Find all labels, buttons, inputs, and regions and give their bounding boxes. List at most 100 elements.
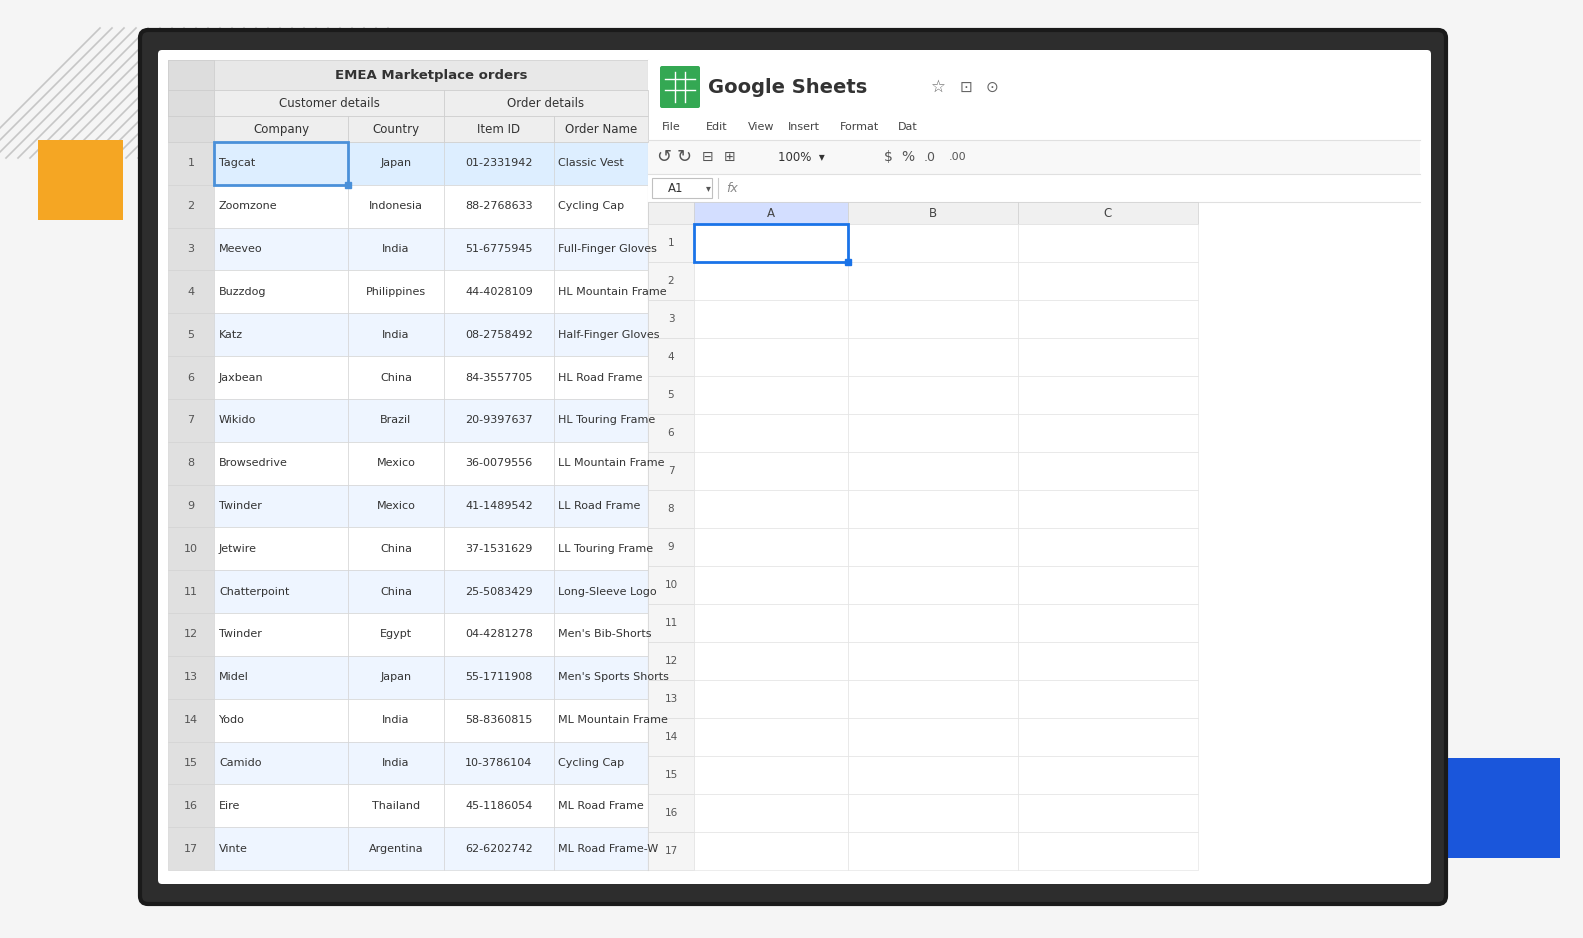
Bar <box>848 452 1018 490</box>
Text: Country: Country <box>372 123 419 135</box>
Bar <box>647 680 693 718</box>
Text: Japan: Japan <box>380 159 412 169</box>
Text: 100%  ▾: 100% ▾ <box>777 150 825 163</box>
Bar <box>214 527 348 570</box>
Bar <box>693 452 848 490</box>
Bar <box>214 442 348 485</box>
Text: 20-9397637: 20-9397637 <box>465 416 533 425</box>
Text: ☆: ☆ <box>931 78 945 96</box>
Text: 41-1489542: 41-1489542 <box>465 501 533 511</box>
Bar <box>168 185 214 228</box>
Bar <box>443 313 554 356</box>
Text: 14: 14 <box>184 715 198 725</box>
Bar <box>848 376 1018 414</box>
Bar <box>1018 680 1198 718</box>
Bar <box>848 642 1018 680</box>
Bar <box>693 680 848 718</box>
Bar <box>443 570 554 613</box>
Bar <box>1018 224 1198 262</box>
Bar <box>168 60 214 90</box>
Bar <box>168 60 647 90</box>
Text: Chatterpoint: Chatterpoint <box>218 586 290 597</box>
Bar <box>848 338 1018 376</box>
Bar <box>1018 528 1198 566</box>
Bar <box>848 202 1018 224</box>
Bar <box>647 60 1420 870</box>
Bar <box>848 680 1018 718</box>
Bar <box>214 356 348 399</box>
Bar <box>647 718 693 756</box>
Text: 5: 5 <box>187 329 195 340</box>
Text: Zoomzone: Zoomzone <box>218 202 277 211</box>
Text: ML Road Frame-W: ML Road Frame-W <box>557 843 659 854</box>
Bar <box>693 414 848 452</box>
Bar <box>693 202 848 224</box>
Text: C: C <box>1103 206 1113 219</box>
Bar <box>554 784 647 827</box>
Text: ⊞: ⊞ <box>723 150 736 164</box>
Text: $: $ <box>883 150 893 164</box>
Bar <box>693 300 848 338</box>
Bar <box>693 490 848 528</box>
Bar <box>214 399 348 442</box>
Text: .00: .00 <box>950 152 967 162</box>
Text: 17: 17 <box>184 843 198 854</box>
Text: Long-Sleeve Logo: Long-Sleeve Logo <box>557 586 657 597</box>
Bar <box>1018 202 1198 224</box>
Bar <box>168 699 214 742</box>
Bar <box>348 827 443 870</box>
Bar <box>848 224 1018 262</box>
Bar <box>168 527 214 570</box>
Bar <box>443 356 554 399</box>
Bar <box>693 376 848 414</box>
Text: Insert: Insert <box>788 122 820 132</box>
Bar <box>168 270 214 313</box>
Bar <box>214 185 348 228</box>
Bar <box>168 90 647 116</box>
Text: 10: 10 <box>665 580 678 590</box>
Bar <box>647 528 693 566</box>
Bar <box>214 90 443 116</box>
Bar <box>693 338 848 376</box>
Text: ↺: ↺ <box>657 148 671 166</box>
Bar <box>214 699 348 742</box>
Bar <box>443 228 554 270</box>
Text: 3: 3 <box>668 314 674 324</box>
Bar <box>554 185 647 228</box>
Bar <box>693 604 848 642</box>
Bar <box>693 718 848 756</box>
Bar <box>348 356 443 399</box>
Bar <box>1018 376 1198 414</box>
Bar <box>693 528 848 566</box>
Bar <box>848 300 1018 338</box>
Text: 44-4028109: 44-4028109 <box>465 287 533 297</box>
Text: China: China <box>380 544 412 553</box>
Bar <box>214 827 348 870</box>
Text: B: B <box>929 206 937 219</box>
Text: Yodo: Yodo <box>218 715 245 725</box>
Bar <box>1018 832 1198 870</box>
Text: ▾: ▾ <box>706 183 711 193</box>
Bar <box>647 490 693 528</box>
Bar <box>168 228 214 270</box>
Text: Indonesia: Indonesia <box>369 202 423 211</box>
Bar <box>443 699 554 742</box>
Bar <box>647 794 693 832</box>
Bar <box>443 742 554 784</box>
Bar <box>1018 262 1198 300</box>
Text: ML Mountain Frame: ML Mountain Frame <box>557 715 668 725</box>
Bar <box>647 338 693 376</box>
Text: Thailand: Thailand <box>372 801 419 810</box>
Bar <box>348 270 443 313</box>
Bar <box>1018 756 1198 794</box>
Bar <box>214 613 348 656</box>
Text: 1: 1 <box>668 238 674 248</box>
Text: Egypt: Egypt <box>380 629 412 640</box>
Bar <box>848 756 1018 794</box>
Bar <box>554 116 647 142</box>
Bar <box>168 570 214 613</box>
Text: 9: 9 <box>187 501 195 511</box>
Bar <box>693 642 848 680</box>
Bar <box>443 485 554 527</box>
Text: 01-2331942: 01-2331942 <box>465 159 533 169</box>
